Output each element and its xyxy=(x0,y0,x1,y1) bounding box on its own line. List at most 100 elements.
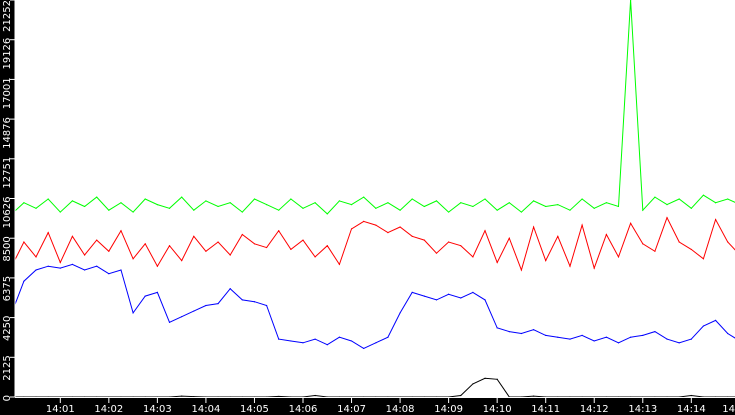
data-point xyxy=(181,260,183,262)
data-point xyxy=(448,241,450,243)
data-point xyxy=(581,334,583,336)
data-point xyxy=(678,396,680,397)
data-point xyxy=(132,312,134,314)
data-point xyxy=(156,265,158,267)
data-point xyxy=(253,396,256,397)
data-point xyxy=(168,245,171,247)
data-point xyxy=(545,396,547,397)
data-point xyxy=(278,209,280,211)
data-point xyxy=(132,396,134,397)
data-point xyxy=(508,237,510,239)
x-tick-label: 14:04 xyxy=(192,404,221,415)
data-point xyxy=(435,200,438,202)
data-point xyxy=(569,396,571,397)
data-point xyxy=(338,200,341,202)
data-point xyxy=(193,310,195,312)
data-point xyxy=(508,331,510,333)
data-point xyxy=(156,203,158,206)
data-point xyxy=(35,207,37,209)
y-tick-label: 17001 xyxy=(2,77,13,109)
data-point xyxy=(448,211,450,213)
data-point xyxy=(83,205,86,208)
data-point xyxy=(435,396,438,397)
data-point xyxy=(423,205,425,208)
data-point xyxy=(326,396,328,397)
data-point xyxy=(71,396,74,397)
data-point xyxy=(484,198,486,200)
data-point xyxy=(690,338,692,340)
data-point xyxy=(326,344,328,346)
data-point xyxy=(617,396,620,397)
data-point xyxy=(520,332,523,335)
data-point xyxy=(59,396,61,397)
y-tick-label: 19126 xyxy=(2,38,13,70)
data-point xyxy=(47,396,49,397)
x-tick-label: 14:14 xyxy=(677,404,706,415)
data-point xyxy=(11,266,12,267)
data-point xyxy=(108,273,110,275)
data-point xyxy=(605,233,607,236)
data-point xyxy=(654,396,656,397)
data-point xyxy=(654,331,656,333)
data-point xyxy=(144,396,146,397)
data-point xyxy=(484,299,486,301)
y-tick-label: 14876 xyxy=(2,117,13,149)
data-point xyxy=(229,254,231,256)
data-point xyxy=(314,202,316,204)
data-point xyxy=(265,304,268,307)
data-point xyxy=(278,338,280,340)
x-tick-label: 14:05 xyxy=(240,404,269,415)
data-point xyxy=(496,327,498,329)
data-point xyxy=(399,226,401,228)
data-point xyxy=(168,396,171,397)
data-point xyxy=(314,256,316,258)
data-point xyxy=(193,396,195,397)
data-point xyxy=(617,256,620,258)
data-point xyxy=(168,321,171,323)
data-point xyxy=(435,252,438,254)
data-point xyxy=(326,245,328,247)
y-tick-label: 21252 xyxy=(2,0,13,32)
x-tick-label: 14:02 xyxy=(94,404,123,415)
data-point xyxy=(205,200,207,202)
data-point xyxy=(23,202,25,204)
data-point xyxy=(484,377,486,379)
data-point xyxy=(690,394,692,397)
data-point xyxy=(375,342,377,344)
data-point xyxy=(144,243,146,245)
data-point xyxy=(593,396,595,397)
x-tick-label: 14 xyxy=(722,404,735,415)
data-point xyxy=(181,196,183,198)
x-tick-label: 14:09 xyxy=(434,404,463,415)
data-point xyxy=(156,291,158,293)
data-point xyxy=(71,200,74,202)
data-point xyxy=(411,291,413,293)
data-point xyxy=(144,295,146,297)
data-point xyxy=(642,209,644,211)
data-point xyxy=(399,209,401,211)
data-point xyxy=(557,203,559,206)
data-point xyxy=(605,202,607,204)
data-point xyxy=(47,198,49,200)
data-point xyxy=(47,265,49,267)
data-point xyxy=(702,325,705,327)
data-point xyxy=(96,396,98,397)
data-point xyxy=(290,340,292,342)
y-axis: 0 2125 4250 6375 8500 10626 12751 14876 17001 191… xyxy=(2,0,16,401)
data-point xyxy=(96,265,98,267)
data-point xyxy=(350,228,353,230)
data-point xyxy=(496,378,498,380)
data-point xyxy=(83,254,86,256)
data-point xyxy=(666,217,668,219)
data-point xyxy=(387,202,389,204)
data-point xyxy=(253,301,256,303)
data-point xyxy=(557,336,559,338)
data-point xyxy=(666,338,668,340)
data-point xyxy=(181,395,183,397)
data-point xyxy=(714,202,717,204)
data-point xyxy=(205,250,207,252)
data-point xyxy=(545,334,547,336)
data-point xyxy=(714,319,717,322)
x-tick-label: 14:08 xyxy=(386,404,415,415)
